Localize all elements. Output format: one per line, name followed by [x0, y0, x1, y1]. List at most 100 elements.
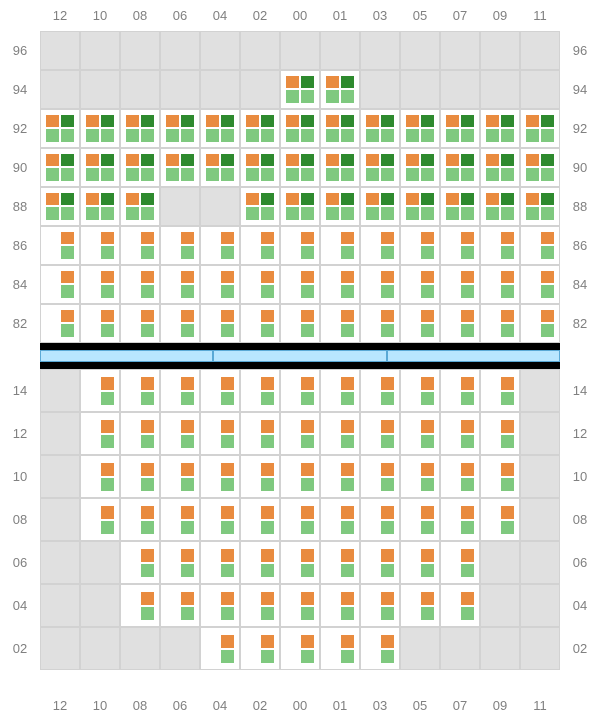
slot-glyph-duo	[326, 549, 354, 577]
slot-glyph-duo	[366, 635, 394, 663]
slot-glyph-duo	[206, 635, 234, 663]
slot-glyph-duo	[286, 549, 314, 577]
col-label-top: 06	[160, 8, 200, 23]
slot-glyph-duo	[366, 232, 393, 259]
row-label-left: 04	[0, 598, 40, 613]
slot-glyph-duo	[166, 232, 193, 259]
grid-cell	[120, 70, 160, 109]
grid-cell	[200, 31, 240, 70]
slot-glyph-duo	[206, 592, 234, 620]
rack-layout-diagram: 1212101008080606040402020000010103030505…	[0, 0, 600, 720]
slot-glyph-duo	[366, 310, 393, 337]
slot-glyph-duo	[126, 506, 154, 534]
slot-glyph-duo	[246, 310, 273, 337]
grid-cell	[520, 369, 560, 412]
grid-cell	[40, 70, 80, 109]
slot-glyph-quad	[126, 154, 153, 181]
row-label-left: 96	[0, 43, 40, 58]
grid-cell	[520, 70, 560, 109]
slot-glyph-quad	[166, 154, 193, 181]
slot-glyph-duo	[486, 310, 513, 337]
slot-glyph-duo	[286, 310, 313, 337]
row-label-left: 86	[0, 238, 40, 253]
slot-glyph-quad	[446, 193, 473, 220]
slot-glyph-quad	[46, 115, 73, 142]
slot-glyph-quad	[326, 115, 353, 142]
grid-cell	[520, 584, 560, 627]
slot-glyph-quad	[526, 115, 553, 142]
col-label-top: 05	[400, 8, 440, 23]
slot-glyph-duo	[406, 592, 434, 620]
slot-glyph-duo	[366, 271, 393, 298]
slot-glyph-quad	[406, 193, 433, 220]
slot-glyph-quad	[446, 154, 473, 181]
slot-glyph-duo	[246, 377, 274, 405]
col-label-bottom: 02	[240, 698, 280, 713]
slot-glyph-quad	[366, 115, 393, 142]
col-label-bottom: 05	[400, 698, 440, 713]
slot-glyph-duo	[286, 635, 314, 663]
row-label-right: 92	[560, 121, 600, 136]
grid-cell	[200, 70, 240, 109]
row-label-left: 14	[0, 383, 40, 398]
slot-glyph-quad	[206, 154, 233, 181]
slot-glyph-duo	[286, 592, 314, 620]
slot-glyph-duo	[206, 271, 233, 298]
row-label-left: 84	[0, 277, 40, 292]
slot-glyph-quad	[366, 193, 393, 220]
row-label-right: 14	[560, 383, 600, 398]
row-label-right: 06	[560, 555, 600, 570]
slot-glyph-quad	[126, 193, 153, 220]
grid-cell	[80, 541, 120, 584]
slot-glyph-duo	[366, 506, 394, 534]
slot-glyph-duo	[526, 271, 553, 298]
col-label-bottom: 01	[320, 698, 360, 713]
grid-cell	[40, 498, 80, 541]
grid-cell	[360, 70, 400, 109]
col-label-top: 10	[80, 8, 120, 23]
grid-cell	[240, 70, 280, 109]
slot-glyph-quad	[86, 115, 113, 142]
slot-glyph-duo	[446, 377, 474, 405]
row-label-right: 86	[560, 238, 600, 253]
slot-glyph-duo	[406, 549, 434, 577]
slot-glyph-duo	[166, 592, 194, 620]
slot-glyph-duo	[206, 232, 233, 259]
row-label-right: 88	[560, 199, 600, 214]
grid-cell	[280, 31, 320, 70]
divider-segment	[213, 350, 386, 362]
grid-cell	[160, 70, 200, 109]
grid-cell	[520, 498, 560, 541]
slot-glyph-duo	[126, 310, 153, 337]
row-label-left: 08	[0, 512, 40, 527]
row-label-left: 12	[0, 426, 40, 441]
grid-cell	[40, 455, 80, 498]
row-label-left: 94	[0, 82, 40, 97]
grid-cell	[520, 455, 560, 498]
slot-glyph-duo	[86, 271, 113, 298]
slot-glyph-quad	[286, 76, 313, 103]
slot-glyph-duo	[366, 463, 394, 491]
slot-glyph-duo	[406, 420, 434, 448]
col-label-bottom: 11	[520, 698, 560, 713]
row-label-right: 10	[560, 469, 600, 484]
row-label-left: 06	[0, 555, 40, 570]
col-label-bottom: 00	[280, 698, 320, 713]
grid-cell	[400, 31, 440, 70]
row-label-left: 88	[0, 199, 40, 214]
grid-cell	[40, 627, 80, 670]
slot-glyph-duo	[206, 420, 234, 448]
col-label-top: 04	[200, 8, 240, 23]
slot-glyph-quad	[486, 154, 513, 181]
slot-glyph-duo	[286, 271, 313, 298]
slot-glyph-duo	[406, 232, 433, 259]
slot-glyph-duo	[126, 463, 154, 491]
row-label-right: 90	[560, 160, 600, 175]
grid-cell	[40, 412, 80, 455]
divider-strip-bottom	[40, 362, 560, 369]
grid-cell	[440, 31, 480, 70]
slot-glyph-duo	[86, 310, 113, 337]
slot-glyph-duo	[246, 420, 274, 448]
slot-glyph-duo	[206, 463, 234, 491]
grid-cell	[400, 627, 440, 670]
